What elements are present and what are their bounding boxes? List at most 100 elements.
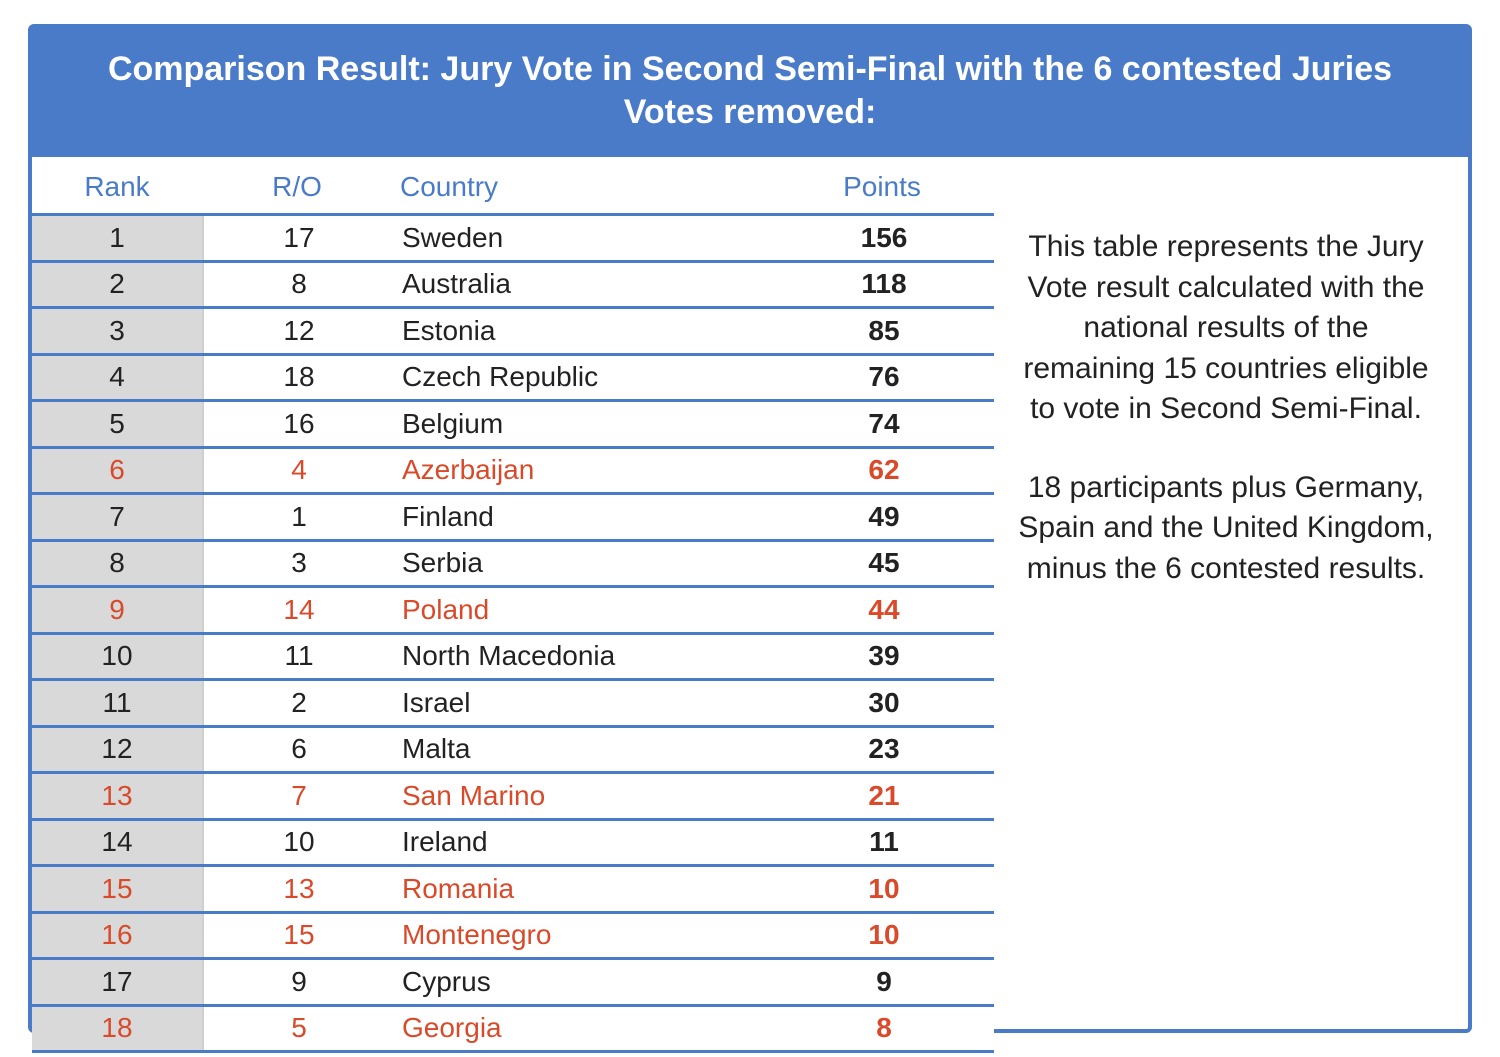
table-row: 64Azerbaijan62 — [32, 449, 994, 496]
cell-rank: 2 — [32, 263, 204, 307]
cell-country: Azerbaijan — [394, 454, 774, 486]
panel-title: Comparison Result: Jury Vote in Second S… — [32, 28, 1468, 157]
cell-rank: 10 — [32, 635, 204, 679]
cell-points: 118 — [774, 268, 994, 300]
header-country: Country — [392, 171, 772, 203]
cell-rank: 15 — [32, 867, 204, 911]
cell-ro: 11 — [204, 640, 394, 672]
cell-ro: 15 — [204, 919, 394, 951]
table-row: 418Czech Republic76 — [32, 356, 994, 403]
header-points: Points — [772, 171, 992, 203]
cell-ro: 3 — [204, 547, 394, 579]
cell-rank: 3 — [32, 309, 204, 353]
cell-country: Cyprus — [394, 966, 774, 998]
cell-points: 49 — [774, 501, 994, 533]
cell-ro: 1 — [204, 501, 394, 533]
cell-rank: 17 — [32, 960, 204, 1004]
table-row: 126Malta23 — [32, 728, 994, 775]
cell-rank: 14 — [32, 821, 204, 865]
cell-ro: 13 — [204, 873, 394, 905]
cell-country: Poland — [394, 594, 774, 626]
table-row: 71Finland49 — [32, 495, 994, 542]
table-row: 914Poland44 — [32, 588, 994, 635]
cell-ro: 2 — [204, 687, 394, 719]
cell-country: Czech Republic — [394, 361, 774, 393]
cell-rank: 12 — [32, 728, 204, 772]
cell-country: Romania — [394, 873, 774, 905]
cell-rank: 6 — [32, 449, 204, 493]
cell-points: 10 — [774, 873, 994, 905]
cell-country: Belgium — [394, 408, 774, 440]
cell-country: Finland — [394, 501, 774, 533]
cell-rank: 18 — [32, 1007, 204, 1051]
cell-rank: 11 — [32, 681, 204, 725]
table-row: 137San Marino21 — [32, 774, 994, 821]
cell-ro: 18 — [204, 361, 394, 393]
cell-rank: 4 — [32, 356, 204, 400]
table-row: 1011North Macedonia39 — [32, 635, 994, 682]
cell-ro: 8 — [204, 268, 394, 300]
results-panel: Comparison Result: Jury Vote in Second S… — [28, 24, 1472, 1033]
cell-country: Ireland — [394, 826, 774, 858]
cell-country: Sweden — [394, 222, 774, 254]
cell-points: 156 — [774, 222, 994, 254]
cell-country: Estonia — [394, 315, 774, 347]
cell-country: Australia — [394, 268, 774, 300]
cell-rank: 5 — [32, 402, 204, 446]
cell-points: 11 — [774, 826, 994, 858]
table-row: 117Sweden156 — [32, 216, 994, 263]
table-row: 312Estonia85 — [32, 309, 994, 356]
cell-ro: 5 — [204, 1012, 394, 1044]
cell-rank: 8 — [32, 542, 204, 586]
cell-country: Montenegro — [394, 919, 774, 951]
cell-points: 30 — [774, 687, 994, 719]
cell-points: 62 — [774, 454, 994, 486]
cell-rank: 7 — [32, 495, 204, 539]
cell-points: 85 — [774, 315, 994, 347]
cell-points: 10 — [774, 919, 994, 951]
cell-points: 44 — [774, 594, 994, 626]
cell-points: 45 — [774, 547, 994, 579]
cell-points: 23 — [774, 733, 994, 765]
header-rank: Rank — [32, 171, 202, 203]
cell-country: Georgia — [394, 1012, 774, 1044]
explanatory-text: This table represents the Jury Vote resu… — [994, 157, 1468, 1053]
table-row: 1513Romania10 — [32, 867, 994, 914]
table-row: 516Belgium74 — [32, 402, 994, 449]
table-header-row: Rank R/O Country Points — [32, 157, 994, 213]
cell-country: Israel — [394, 687, 774, 719]
page: Comparison Result: Jury Vote in Second S… — [0, 0, 1500, 1057]
results-table: Rank R/O Country Points 117Sweden15628Au… — [32, 157, 994, 1053]
cell-points: 8 — [774, 1012, 994, 1044]
cell-country: San Marino — [394, 780, 774, 812]
cell-rank: 9 — [32, 588, 204, 632]
cell-points: 76 — [774, 361, 994, 393]
cell-rank: 13 — [32, 774, 204, 818]
cell-points: 9 — [774, 966, 994, 998]
table-row: 1615Montenegro10 — [32, 914, 994, 961]
cell-ro: 14 — [204, 594, 394, 626]
table-row: 1410Ireland11 — [32, 821, 994, 868]
cell-ro: 7 — [204, 780, 394, 812]
table-row: 28Australia118 — [32, 263, 994, 310]
cell-ro: 10 — [204, 826, 394, 858]
header-ro: R/O — [202, 171, 392, 203]
cell-ro: 4 — [204, 454, 394, 486]
cell-ro: 6 — [204, 733, 394, 765]
panel-body: Rank R/O Country Points 117Sweden15628Au… — [32, 157, 1468, 1053]
table-body: 117Sweden15628Australia118312Estonia8541… — [32, 213, 994, 1053]
cell-ro: 9 — [204, 966, 394, 998]
cell-points: 74 — [774, 408, 994, 440]
table-row: 179Cyprus9 — [32, 960, 994, 1007]
cell-country: Malta — [394, 733, 774, 765]
cell-ro: 16 — [204, 408, 394, 440]
table-row: 185Georgia8 — [32, 1007, 994, 1054]
cell-points: 39 — [774, 640, 994, 672]
cell-rank: 16 — [32, 914, 204, 958]
table-row: 83Serbia45 — [32, 542, 994, 589]
cell-rank: 1 — [32, 216, 204, 260]
cell-points: 21 — [774, 780, 994, 812]
cell-ro: 17 — [204, 222, 394, 254]
cell-ro: 12 — [204, 315, 394, 347]
cell-country: North Macedonia — [394, 640, 774, 672]
